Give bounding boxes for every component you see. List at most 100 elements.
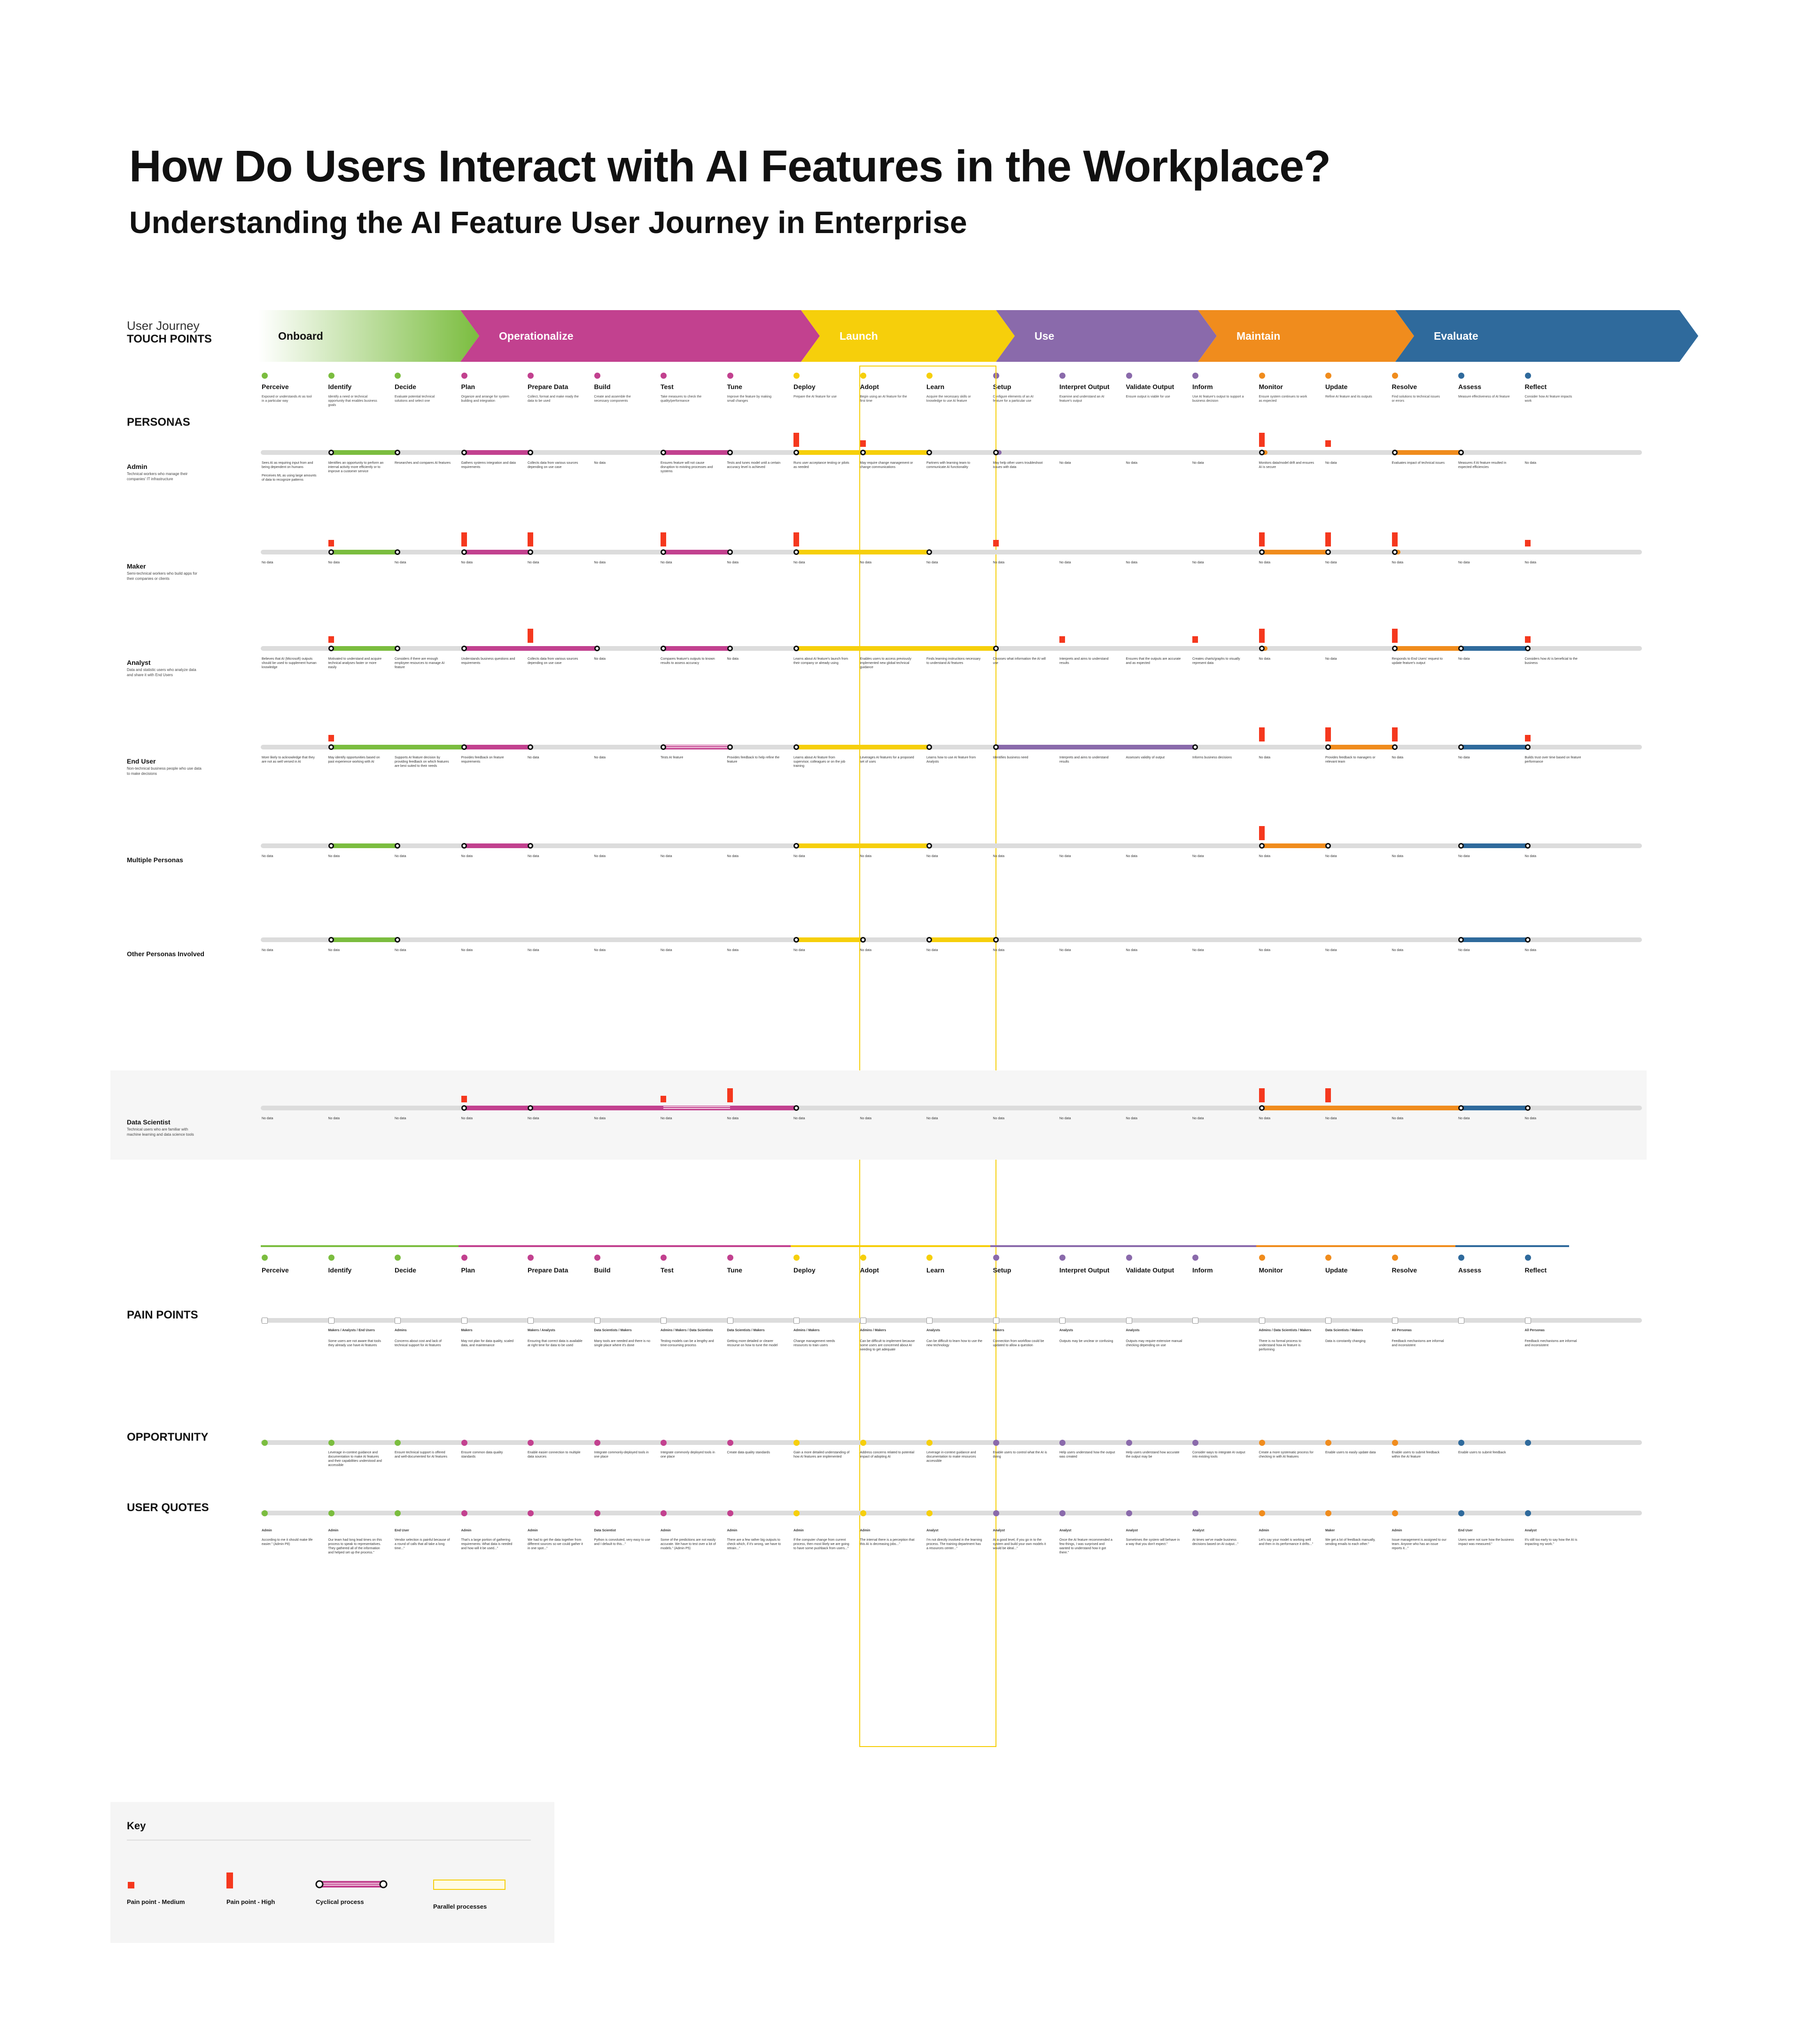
persona-cell: No data [1259,1117,1271,1120]
section-node [727,1318,733,1324]
bottom-step-name[interactable]: Perceive [262,1266,289,1274]
step-name[interactable]: Interpret Output [1059,383,1110,390]
persona-segment [331,550,397,554]
step-name[interactable]: Decide [395,383,416,390]
section-node [594,1510,600,1516]
bottom-step-name[interactable]: Test [661,1266,674,1274]
persona-cell: Believes that AI (Microsoft) outputs sho… [262,657,317,669]
persona-cell: Provides feedback to help refine the fea… [727,756,780,764]
step-name[interactable]: Setup [993,383,1011,390]
bottom-step-name[interactable]: Inform [1192,1266,1213,1274]
pain-medium-label: Pain point - Medium [127,1898,185,1905]
bottom-step-name[interactable]: Reflect [1524,1266,1547,1274]
persona-cell: No data [594,461,606,465]
bottom-step-dot [1192,1255,1198,1261]
bottom-step-name[interactable]: Interpret Output [1059,1266,1110,1274]
bottom-step-name[interactable]: Tune [727,1266,742,1274]
bottom-step-name[interactable]: Monitor [1259,1266,1283,1274]
persona-segment [1261,646,1267,651]
bottom-step-name[interactable]: Learn [926,1266,945,1274]
stage-chevron-operationalize [460,310,820,362]
step-name[interactable]: Test [661,383,674,390]
persona-cell: No data [727,949,739,952]
step-name[interactable]: Learn [926,383,945,390]
persona-name: Multiple Personas [127,856,183,864]
step-name[interactable]: Validate Output [1126,383,1174,390]
section-node [661,1318,667,1324]
step-name[interactable]: Inform [1192,383,1213,390]
touch-points-label: TOUCH POINTS [127,333,212,345]
opportunity-text: Enable users to submit feedback within t… [1392,1451,1440,1459]
pain-point-text: Concerns about cost and lack of technica… [395,1340,442,1347]
bottom-step-name[interactable]: Assess [1458,1266,1482,1274]
bottom-step-dot [1392,1255,1398,1261]
step-name[interactable]: Reflect [1524,383,1547,390]
pain-medium-swatch [128,1882,134,1888]
step-name[interactable]: Monitor [1259,383,1283,390]
persona-segment [663,450,730,455]
opportunity-text: Enable users to submit feedback [1458,1451,1506,1454]
quote-text: If the computer change from current proc… [793,1538,849,1550]
quote-text: We had to get the data together from dif… [528,1538,583,1550]
persona-node [1458,450,1464,455]
pain-point-high [528,629,533,643]
section-node [395,1318,401,1324]
bottom-step-name[interactable]: Prepare Data [528,1266,568,1274]
quote-who: Analyst [1524,1529,1537,1532]
step-name[interactable]: Identify [328,383,352,390]
persona-node [793,937,799,943]
persona-node [594,646,600,651]
bottom-step-name[interactable]: Build [594,1266,611,1274]
bottom-step-name[interactable]: Decide [395,1266,416,1274]
persona-name: Admin [127,463,148,470]
step-name[interactable]: Assess [1458,383,1482,390]
step-name[interactable]: Deploy [793,383,816,390]
persona-node [395,450,400,455]
persona-node [793,843,799,849]
section-node [1126,1318,1132,1324]
section-node [993,1440,999,1446]
bottom-step-name[interactable]: Resolve [1392,1266,1417,1274]
pain-point-who: Data Scientists / Makers [727,1329,765,1332]
bottom-step-name[interactable]: Identify [328,1266,352,1274]
section-node [1192,1318,1198,1324]
persona-node [1392,450,1398,455]
pain-point-high [1325,727,1331,741]
step-name[interactable]: Build [594,383,611,390]
step-desc: Take measures to check the quality/perfo… [661,395,702,403]
step-desc: Find solutions to technical issues or er… [1392,395,1440,403]
pain-point-text: Getting more detailed or clearer recours… [727,1340,778,1347]
persona-cell: No data [1192,461,1204,465]
persona-cell: Learns about AI feature from supervisor,… [793,756,846,768]
persona-node [793,744,799,750]
step-name[interactable]: Perceive [262,383,289,390]
persona-cell: No data [860,949,872,952]
persona-segment [464,450,530,455]
persona-track [261,745,1642,749]
persona-cell: No data [727,855,739,858]
pain-point-medium [1325,440,1331,447]
bottom-step-name[interactable]: Update [1325,1266,1348,1274]
bottom-step-name[interactable]: Plan [461,1266,475,1274]
pain-point-high [1259,1088,1265,1102]
bottom-step-name[interactable]: Validate Output [1126,1266,1174,1274]
step-name[interactable]: Adopt [860,383,879,390]
persona-cell: Considers how AI is beneficial to the bu… [1524,657,1578,665]
persona-cell: No data [993,855,1005,858]
quote-who: Admin [727,1529,738,1532]
bottom-step-name[interactable]: Deploy [793,1266,816,1274]
persona-name: Analyst [127,659,151,666]
persona-node [395,549,400,555]
step-name[interactable]: Tune [727,383,742,390]
step-name[interactable]: Update [1325,383,1348,390]
step-name[interactable]: Prepare Data [528,383,568,390]
step-dot [860,373,866,379]
bottom-step-name[interactable]: Adopt [860,1266,879,1274]
quote-who: Admin [328,1529,339,1532]
persona-cell: Sees AI as requiring input from and bein… [262,461,317,482]
pain-point-high [461,532,467,546]
bottom-step-name[interactable]: Setup [993,1266,1011,1274]
persona-segment [331,745,464,749]
step-name[interactable]: Resolve [1392,383,1417,390]
step-name[interactable]: Plan [461,383,475,390]
